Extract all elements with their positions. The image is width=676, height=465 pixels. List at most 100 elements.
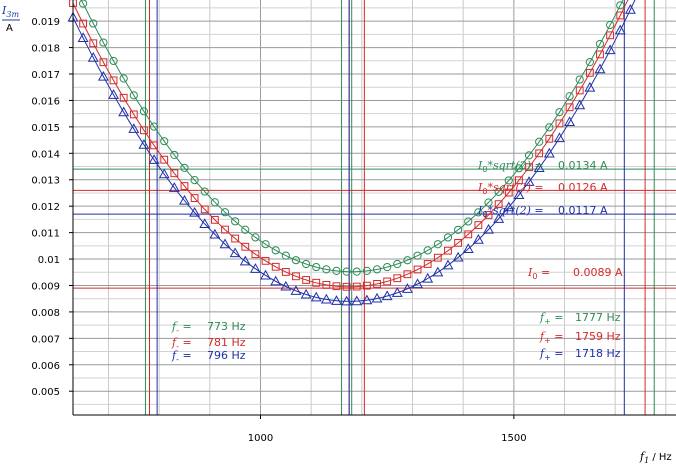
red-square-marker [292, 272, 300, 281]
blue-triangle-marker [391, 287, 403, 297]
red-square-marker [383, 277, 392, 286]
red-annotation-label: f+ = [539, 330, 564, 345]
blue-triangle-marker [472, 233, 484, 244]
blue-annotation-label: f+ = [539, 347, 564, 362]
green-annotation-value: 1777 Hz [575, 311, 621, 324]
green-circle-marker [190, 176, 199, 185]
red-square-marker [454, 238, 463, 247]
green-circle-marker [433, 240, 442, 249]
green-circle-marker [301, 259, 311, 269]
blue-triangle-marker [260, 269, 272, 280]
red-square-marker [423, 260, 432, 268]
green-circle-marker [149, 122, 159, 131]
red-square-marker [231, 234, 240, 243]
red-square-marker [464, 230, 473, 239]
green-circle-marker [443, 233, 453, 242]
data-series [67, 0, 636, 306]
blue-triangle-marker [97, 70, 109, 81]
blue-triangle-marker [523, 176, 535, 186]
blue-triangle-marker [503, 201, 515, 212]
red-square-marker [616, 11, 625, 20]
y-tick-label: 0.019 [31, 17, 60, 28]
green-circle-marker [423, 246, 432, 255]
green-circle-marker [109, 56, 118, 66]
blue-triangle-marker [189, 206, 201, 217]
blue-triangle-marker [249, 263, 261, 273]
grid [73, 0, 676, 415]
red-square-marker [585, 68, 594, 77]
green-circle-marker [565, 92, 574, 101]
green-circle-marker [342, 267, 351, 276]
y-tick-label: 0.015 [31, 123, 60, 134]
red-square-marker [271, 262, 280, 271]
green-circle-marker [170, 150, 179, 160]
green-circle-marker [514, 164, 524, 173]
red-square-marker [433, 253, 442, 262]
blue-annotation-label: I0*sqrt(2) = [477, 204, 544, 219]
blue-triangle-marker [432, 266, 444, 277]
red-square-marker [221, 225, 229, 234]
green-circle-marker [403, 256, 412, 265]
green-circle-marker [332, 266, 341, 275]
red-square-marker [606, 31, 615, 40]
green-annotation-label: f+ = [539, 311, 564, 326]
green-circle-marker [474, 208, 483, 217]
red-square-marker [140, 126, 148, 135]
red-square-marker [332, 282, 341, 291]
red-square-marker [200, 205, 209, 214]
green-circle-marker [595, 39, 605, 49]
blue-triangle-marker [462, 243, 474, 253]
blue-triangle-marker [199, 218, 211, 228]
y-tick-label: 0.009 [31, 281, 60, 292]
red-square-marker [261, 256, 270, 265]
blue-triangle-marker [239, 255, 251, 266]
y-tick-label: 0.014 [31, 149, 60, 160]
blue-triangle-marker [371, 292, 383, 303]
red-square-marker [129, 110, 138, 119]
red-square-marker [525, 163, 533, 172]
blue-triangle-marker [614, 24, 626, 35]
blue-triangle-marker [574, 99, 586, 110]
red-square-marker [545, 134, 554, 143]
red-square-marker [362, 281, 371, 290]
blue-triangle-marker [331, 295, 342, 305]
red-annotation-value: 781 Hz [207, 336, 246, 349]
red-square-marker [555, 119, 564, 128]
y-tick-label: 0.016 [31, 96, 60, 107]
y-tick-label: 0.006 [31, 361, 60, 372]
red-square-marker [170, 169, 179, 178]
blue-triangle-marker [422, 272, 434, 283]
green-circle-marker [180, 163, 189, 172]
green-circle-marker [362, 266, 371, 275]
blue-triangle-marker [553, 132, 565, 143]
red-square-marker [119, 93, 128, 102]
green-circle-marker [393, 259, 402, 269]
blue-triangle-marker [290, 285, 302, 295]
y-tick-label: 0.01 [38, 255, 60, 266]
green-circle-marker [545, 123, 554, 132]
green-circle-marker [383, 262, 392, 272]
red-square-marker [281, 268, 290, 276]
red-annotation-label: I0*sqrt(2) = [477, 181, 544, 196]
blue-triangle-marker [229, 247, 241, 258]
red-square-marker [99, 58, 108, 67]
blue-triangle-marker [533, 162, 545, 173]
blue-triangle-marker [361, 294, 373, 305]
red-annotation-label: I0 = [527, 266, 550, 281]
annotations: I0*sqrt(2) = 0.0134 A I0*sqrt(2) = 0.0126 A… [171, 159, 623, 364]
red-square-marker [160, 155, 169, 164]
green-circle-marker [231, 217, 240, 226]
green-circle-marker [220, 208, 230, 217]
blue-triangle-marker [483, 223, 494, 234]
blue-triangle-marker [128, 123, 140, 133]
y-tick-label: 0.007 [31, 334, 60, 345]
blue-triangle-marker [310, 291, 322, 302]
green-circle-marker [261, 240, 270, 249]
blue-annotation-value: 796 Hz [207, 349, 246, 362]
green-fit-line [80, 0, 624, 273]
blue-triangle-marker [412, 278, 424, 289]
green-circle-marker [352, 267, 361, 276]
green-circle-marker [616, 1, 625, 10]
y-axis-unit: A [6, 23, 13, 34]
blue-triangle-marker [118, 106, 130, 117]
